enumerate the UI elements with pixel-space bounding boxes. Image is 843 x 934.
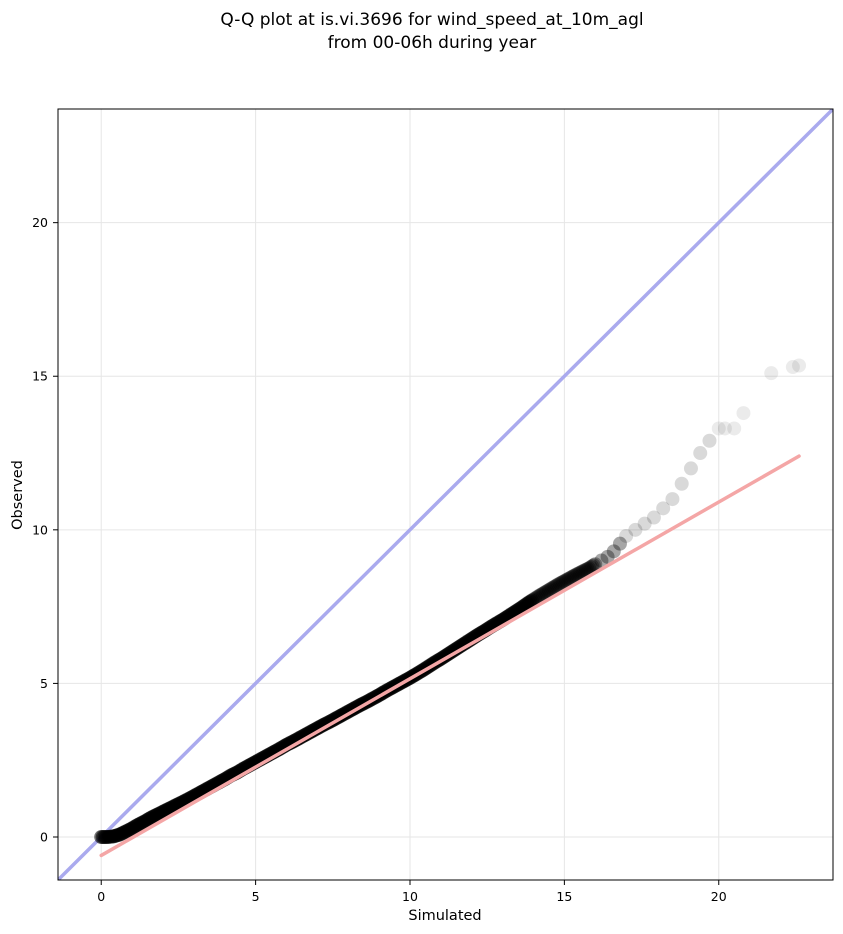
- qq-point: [693, 446, 708, 461]
- qq-point: [563, 570, 578, 585]
- qq-point: [524, 593, 539, 608]
- qq-point: [637, 516, 652, 531]
- qq-point: [585, 559, 600, 574]
- qq-point: [554, 575, 569, 590]
- qq-point: [711, 421, 726, 436]
- qq-point: [557, 574, 572, 589]
- qq-point: [545, 581, 560, 596]
- qq-point: [552, 576, 567, 591]
- qq-point: [702, 433, 717, 448]
- qq-point: [546, 580, 561, 595]
- qq-points: [94, 358, 807, 844]
- qq-point: [582, 561, 597, 576]
- qq-point: [656, 501, 671, 516]
- qq-point: [569, 567, 584, 582]
- x-axis-ticks: 0 5 10 15 20: [97, 880, 727, 904]
- qq-point: [560, 572, 575, 587]
- y-tick-label: 15: [32, 369, 48, 384]
- qq-point: [535, 586, 550, 601]
- qq-point: [606, 544, 621, 559]
- y-tick-label: 5: [40, 676, 48, 691]
- qq-point: [727, 421, 742, 436]
- qq-point: [736, 406, 751, 421]
- qq-point: [565, 569, 580, 584]
- qq-point: [674, 476, 689, 491]
- regression-fit-line: [99, 454, 801, 858]
- qq-point: [531, 589, 546, 604]
- qq-point: [538, 584, 553, 599]
- qq-point: [543, 582, 558, 597]
- qq-point: [532, 588, 547, 603]
- x-tick-label: 5: [252, 889, 260, 904]
- qq-point: [571, 566, 586, 581]
- x-tick-label: 0: [97, 889, 105, 904]
- qq-point: [792, 358, 807, 373]
- qq-point: [528, 591, 543, 606]
- qq-point: [548, 579, 563, 594]
- qq-point: [568, 568, 583, 583]
- qq-point: [529, 590, 544, 605]
- chart-title-line-1: Q-Q plot at is.vi.3696 for wind_speed_at…: [220, 10, 643, 30]
- qq-point: [551, 577, 566, 592]
- qq-point: [665, 492, 680, 507]
- x-tick-label: 10: [402, 889, 418, 904]
- qq-point: [785, 360, 800, 375]
- qq-point: [586, 558, 601, 573]
- qq-point: [549, 578, 564, 593]
- qq-point: [534, 587, 549, 602]
- qq-point: [619, 528, 634, 543]
- qq-point: [600, 549, 615, 564]
- qq-point: [646, 510, 661, 525]
- qq-point: [575, 564, 590, 579]
- qq-point: [574, 565, 589, 580]
- x-tick-label: 20: [711, 889, 727, 904]
- qq-point: [588, 557, 603, 572]
- qq-point: [578, 562, 593, 577]
- y-tick-label: 20: [32, 215, 48, 230]
- qq-point: [572, 565, 587, 580]
- chart-title-line-2: from 00-06h during year: [328, 33, 537, 53]
- qq-point: [764, 366, 779, 381]
- qq-point: [540, 583, 555, 598]
- qq-point: [562, 571, 577, 586]
- y-axis-ticks: 0 5 10 15 20: [32, 215, 58, 844]
- one-to-one-reference-line: [58, 109, 833, 880]
- qq-point: [526, 592, 541, 607]
- plot-frame: [57, 108, 834, 881]
- qq-point: [558, 573, 573, 588]
- x-tick-label: 15: [556, 889, 572, 904]
- qq-point: [580, 561, 595, 576]
- y-tick-label: 0: [40, 829, 48, 844]
- x-axis-label: Simulated: [408, 908, 481, 924]
- qq-point: [612, 536, 627, 551]
- qq-point: [683, 461, 698, 476]
- qq-point: [537, 585, 552, 600]
- qq-point: [717, 421, 732, 436]
- qq-point: [577, 563, 592, 578]
- y-axis-label: Observed: [10, 460, 26, 530]
- qq-point: [541, 583, 556, 598]
- grid: [58, 109, 833, 880]
- qq-point: [594, 553, 609, 568]
- qq-point: [628, 522, 643, 537]
- y-tick-label: 10: [32, 522, 48, 537]
- qq-point: [583, 560, 598, 575]
- qq-point: [566, 569, 581, 584]
- qq-point: [555, 574, 570, 589]
